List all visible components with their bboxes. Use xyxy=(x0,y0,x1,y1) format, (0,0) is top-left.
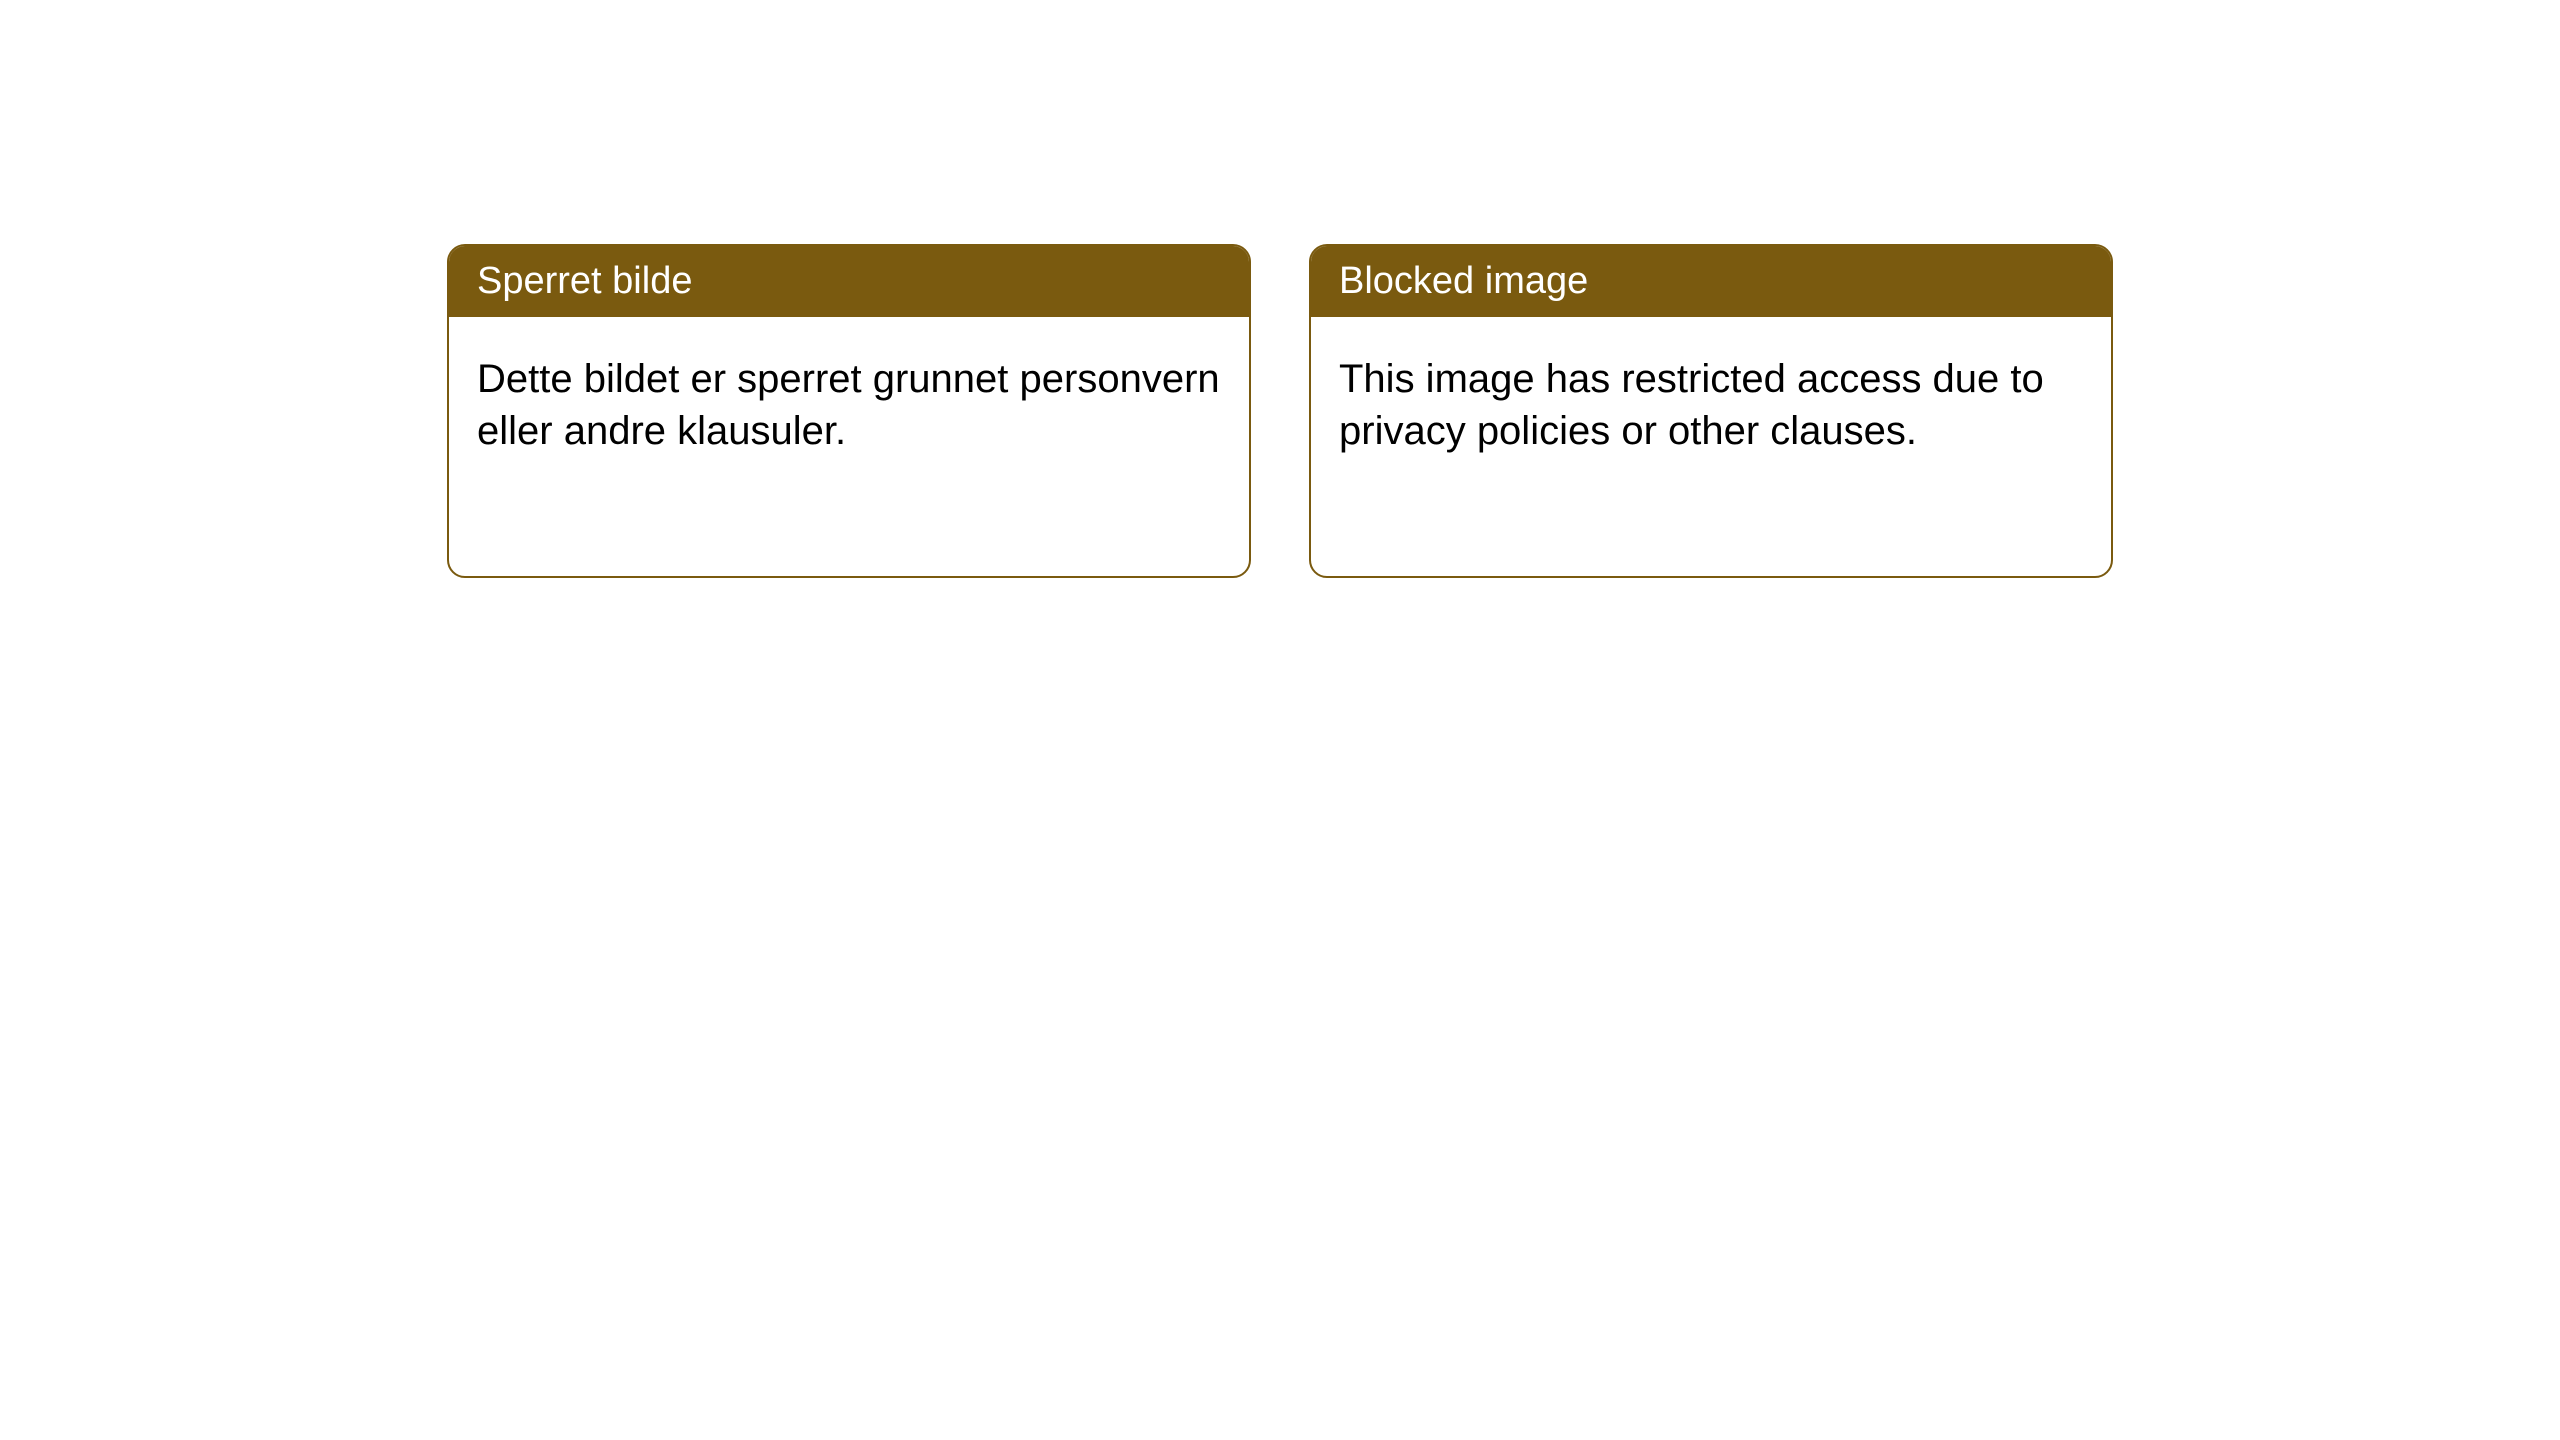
card-header: Sperret bilde xyxy=(449,246,1249,317)
card-body: Dette bildet er sperret grunnet personve… xyxy=(449,317,1249,493)
card-body-text: Dette bildet er sperret grunnet personve… xyxy=(477,357,1220,453)
card-body: This image has restricted access due to … xyxy=(1311,317,2111,493)
notice-cards-container: Sperret bilde Dette bildet er sperret gr… xyxy=(0,0,2560,578)
card-header: Blocked image xyxy=(1311,246,2111,317)
notice-card-english: Blocked image This image has restricted … xyxy=(1309,244,2113,578)
card-title: Blocked image xyxy=(1339,260,1588,302)
card-title: Sperret bilde xyxy=(477,260,692,302)
card-body-text: This image has restricted access due to … xyxy=(1339,357,2044,453)
notice-card-norwegian: Sperret bilde Dette bildet er sperret gr… xyxy=(447,244,1251,578)
